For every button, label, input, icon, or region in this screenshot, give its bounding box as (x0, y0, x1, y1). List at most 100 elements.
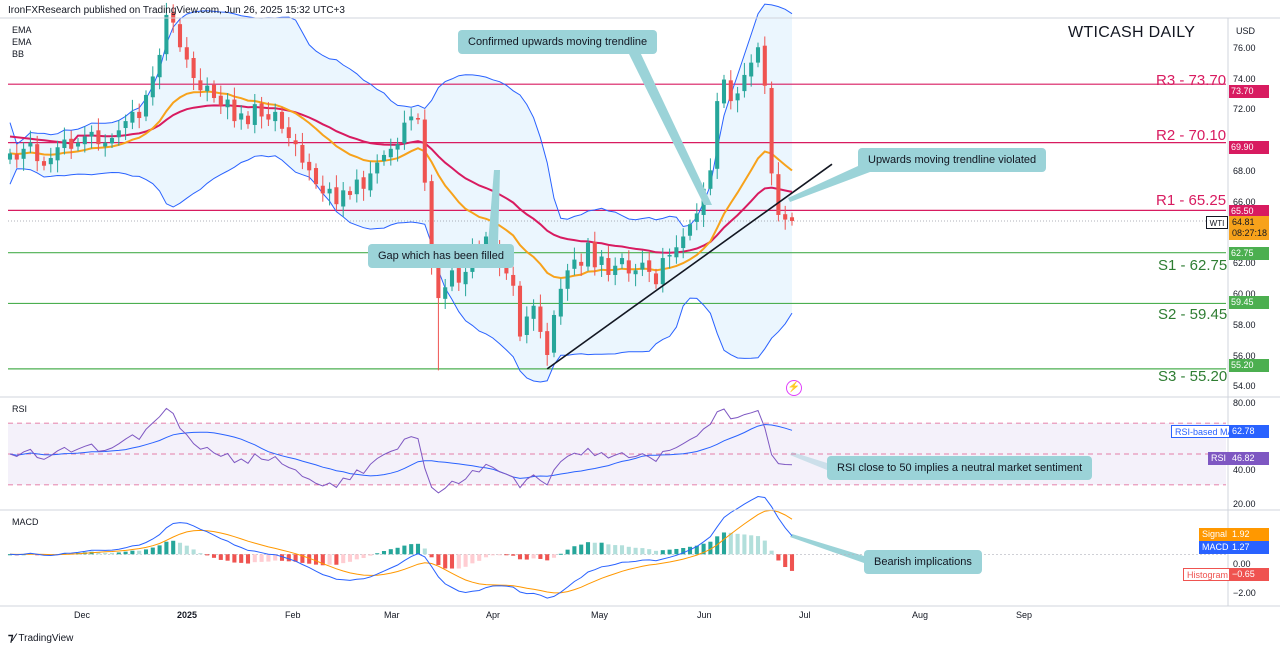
macd-histogram-bar (681, 547, 686, 555)
candle (103, 134, 108, 157)
indicator-ema-label[interactable]: EMA (12, 37, 32, 47)
candle-body (647, 260, 652, 272)
macd-histogram-bar (347, 554, 353, 562)
candle-body (137, 111, 142, 119)
candle (681, 228, 686, 259)
candle-body (429, 181, 434, 263)
macd-histogram-bar (184, 545, 189, 555)
candle-body (708, 170, 713, 189)
candle (341, 182, 346, 217)
macd-histogram-bar (749, 535, 754, 555)
rsi-ma-line (9, 423, 793, 479)
macd-histogram-bar (137, 550, 142, 555)
macd-histogram-bar (293, 554, 298, 562)
macd-histogram-bar (171, 540, 176, 555)
candle (116, 120, 121, 146)
price-tick: 60.00 (1233, 288, 1256, 299)
candle (585, 238, 591, 272)
macd-histogram-bar (266, 554, 271, 562)
currency-label: USD (1236, 26, 1256, 36)
candle-body (762, 45, 767, 86)
time-tick: Dec (74, 610, 91, 620)
candle-body (130, 111, 135, 123)
time-tick: May (591, 610, 609, 620)
candle-body (755, 47, 761, 63)
level-label-r2: R2 - 70.10 (1156, 127, 1227, 144)
macd-histogram-bar (273, 554, 278, 561)
price-tick: 56.00 (1233, 350, 1256, 361)
candle-body (191, 58, 196, 79)
macd-histogram-bar (517, 554, 523, 560)
candle-body (252, 104, 257, 125)
macd-histogram-bar (402, 545, 407, 555)
candle (633, 263, 638, 287)
candle (266, 102, 271, 127)
candle (422, 109, 427, 191)
macd-histogram-bar (531, 554, 536, 559)
chart-title: WTICASH DAILY (1068, 24, 1196, 41)
candle (789, 212, 795, 226)
candle-body (388, 148, 393, 158)
candle (205, 77, 210, 102)
candle (613, 257, 618, 286)
candle-body (402, 122, 407, 144)
candle (647, 252, 652, 283)
candle (368, 161, 373, 197)
macd-panel-label[interactable]: MACD (12, 517, 39, 527)
candle (653, 268, 659, 289)
candle (715, 92, 720, 179)
candle (69, 130, 74, 159)
candle-body (259, 103, 264, 117)
macd-histogram-bar (701, 543, 706, 555)
tradingview-logo[interactable]: ⁊⁄ TradingView (8, 631, 73, 644)
lightning-icon[interactable]: ⚡ (786, 380, 802, 396)
macd-histogram-bar (109, 552, 115, 555)
indicator-bb-label[interactable]: BB (12, 49, 25, 59)
macd-histogram-bar (381, 551, 387, 555)
macd-histogram-bar (225, 554, 230, 561)
macd-histogram-bar (762, 540, 767, 555)
macd-histogram-bar (694, 545, 699, 555)
rsi-tick: 80.00 (1233, 398, 1256, 408)
callout-macd-bearish: Bearish implications (864, 550, 982, 574)
candle-body (14, 154, 19, 160)
candle (354, 169, 359, 203)
macd-histogram-bar (429, 554, 434, 558)
candle-body (48, 158, 53, 165)
candle-body (789, 217, 795, 221)
candle (327, 182, 332, 206)
candle (361, 170, 366, 201)
time-tick: 2025 (177, 610, 198, 620)
candle (211, 80, 217, 103)
macd-tick: 0.00 (1233, 559, 1251, 569)
trendline (546, 163, 833, 370)
candle-body (531, 305, 536, 319)
macd-histogram-bar (545, 554, 550, 561)
candle (334, 175, 339, 211)
candle (545, 322, 550, 366)
candle (749, 54, 754, 87)
candle-body (239, 113, 244, 120)
badge-s2: 59.45 (1229, 296, 1269, 309)
macd-histogram-bar (470, 554, 475, 564)
candle-body (667, 254, 672, 257)
candle (21, 142, 26, 171)
candle-body (606, 258, 611, 275)
candle (640, 250, 645, 277)
candle (7, 148, 13, 165)
macd-histogram-bar (783, 554, 788, 568)
callout-pointer (628, 52, 712, 205)
candle-body (538, 306, 543, 332)
candle-body (211, 84, 217, 99)
candle-body (776, 174, 781, 215)
macd-histogram-bar (449, 554, 455, 569)
time-tick: Jul (799, 610, 811, 620)
callout-rsi-neutral: RSI close to 50 implies a neutral market… (827, 456, 1093, 480)
indicator-ema-label[interactable]: EMA (12, 25, 32, 35)
candle (48, 147, 53, 173)
rsi-panel-label[interactable]: RSI (12, 404, 28, 414)
candle (35, 135, 40, 172)
candle-body (613, 265, 618, 275)
candle (273, 103, 278, 132)
candle (123, 114, 128, 141)
